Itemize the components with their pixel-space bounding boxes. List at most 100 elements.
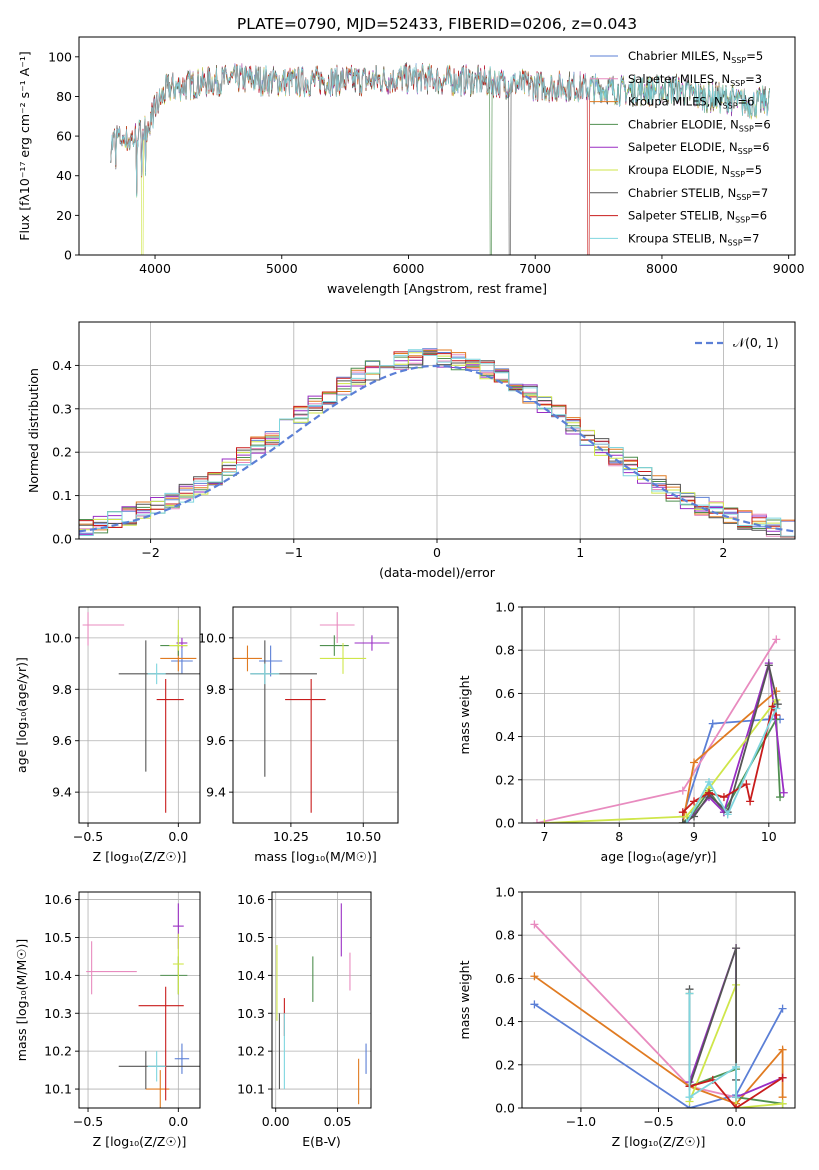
legend-subscript: SSP xyxy=(735,216,750,225)
legend-text: Salpeter STELIB, N xyxy=(628,209,735,223)
panel-mass-vs-ebv: 0.00 0.05 10.1 10.2 10.3 10.4 10.5 10.6 E(B-V) xyxy=(237,891,372,1149)
legend-subscript: SSP xyxy=(730,170,745,179)
weight-marker xyxy=(742,780,751,789)
errorbar-point xyxy=(171,648,193,674)
y-tick-label: 0.6 xyxy=(495,971,515,986)
y-tick-label: 10.6 xyxy=(44,892,72,907)
weight-marker xyxy=(773,700,782,709)
legend-value: =7 xyxy=(743,231,760,245)
legend-subscript: SSP xyxy=(731,56,746,65)
weight-marker xyxy=(732,1093,741,1102)
axes: −0.5 0.0 9.4 9.6 9.8 10.0 Z [log₁₀(Z/Z☉)] age [… xyxy=(14,606,201,864)
weight-series xyxy=(688,993,737,1099)
legend-value: =6 xyxy=(738,95,755,109)
x-tick-label: 10.50 xyxy=(345,829,381,844)
legend-entry: Kroupa ELODIE, NSSP=5 xyxy=(628,163,762,179)
x-tick-label: 1 xyxy=(576,545,584,560)
legend-entry: Salpeter MILES, NSSP=3 xyxy=(628,72,762,88)
legend-text: Salpeter ELODIE, N xyxy=(628,140,738,154)
weight-marker xyxy=(690,797,699,806)
y-tick-label: 0 xyxy=(64,248,72,263)
x-axis-label: Z [log₁₀(Z/Z☉)] xyxy=(93,849,187,864)
x-tick-label: 6000 xyxy=(393,261,425,276)
weight-marker xyxy=(678,819,687,823)
legend-value: =5 xyxy=(745,163,762,177)
legend-entry: Salpeter ELODIE, NSSP=6 xyxy=(628,140,770,156)
legend-subscript: SSP xyxy=(738,147,753,156)
x-tick-label: 8000 xyxy=(646,261,678,276)
y-tick-label: 0.4 xyxy=(52,358,72,373)
legend-text: Kroupa STELIB, N xyxy=(628,231,728,245)
y-tick-label: 0.2 xyxy=(495,1057,515,1072)
weight-marker xyxy=(732,944,741,953)
axes: 10.25 10.50 9.4 9.6 9.8 10.0 mass [log₁₀(M/M☉)… xyxy=(198,606,399,864)
errorbar-point xyxy=(174,1043,190,1074)
legend-entry: 𝒩(0, 1) xyxy=(733,335,779,350)
weight-series xyxy=(689,1077,784,1108)
weight-marker xyxy=(540,819,549,823)
y-tick-label: 0.4 xyxy=(495,729,515,744)
x-tick-label: 4000 xyxy=(139,261,171,276)
x-tick-label: 0 xyxy=(433,545,441,560)
weight-marker xyxy=(776,793,785,802)
plot-area xyxy=(530,920,787,1108)
weight-marker xyxy=(682,819,691,823)
y-axis-label: age [log₁₀(age/yr)] xyxy=(14,657,29,773)
weight-marker xyxy=(685,989,694,998)
y-tick-label: 9.6 xyxy=(52,733,72,748)
legend-value: =5 xyxy=(746,49,763,63)
panel-mass-weight-vs-age: 7 8 9 10 0.0 0.2 0.4 0.6 0.8 1.0 age [log₁₀(age/yr… xyxy=(457,600,796,864)
x-tick-label: 7000 xyxy=(519,261,551,276)
plot-area xyxy=(82,612,200,813)
legend-value: =6 xyxy=(754,117,771,131)
weight-marker xyxy=(732,1104,741,1108)
legend-entry: Salpeter STELIB, NSSP=6 xyxy=(628,209,767,225)
y-tick-label: 9.8 xyxy=(206,682,226,697)
weight-marker xyxy=(678,786,687,795)
legend-value: =6 xyxy=(750,209,767,223)
errorbar-point xyxy=(138,986,184,1101)
y-tick-label: 10.3 xyxy=(237,1006,265,1021)
errorbar-point xyxy=(82,612,125,646)
normal-curve xyxy=(79,364,795,533)
axes: 4000 5000 6000 7000 8000 9000 0 20 40 60 80 100 wave… xyxy=(17,36,805,296)
weight-marker xyxy=(678,808,687,817)
weight-series xyxy=(682,665,779,823)
errorbar-point xyxy=(319,635,349,656)
legend-text: Chabrier ELODIE, N xyxy=(628,117,739,131)
errorbar-point xyxy=(147,663,166,685)
legend-subscript: SSP xyxy=(736,193,751,202)
weight-marker xyxy=(708,719,717,728)
axes-frame xyxy=(232,606,399,824)
weight-series xyxy=(533,1003,784,1108)
x-axis-label: E(B-V) xyxy=(302,1134,341,1149)
y-tick-label: 9.6 xyxy=(206,733,226,748)
errorbar-point xyxy=(250,663,280,685)
errorbar-point xyxy=(86,941,137,995)
weight-marker xyxy=(772,704,781,713)
errorbar-point xyxy=(169,619,188,651)
weight-marker xyxy=(704,777,713,786)
y-tick-label: 0.1 xyxy=(52,488,72,503)
y-tick-label: 0.8 xyxy=(495,928,515,943)
x-tick-label: 8 xyxy=(615,829,623,844)
weight-marker xyxy=(764,661,773,670)
legend-entry: Kroupa MILES, NSSP=6 xyxy=(628,95,754,111)
axes-frame xyxy=(78,606,201,824)
x-tick-label: 5000 xyxy=(266,261,298,276)
errorbar-point xyxy=(319,643,367,674)
x-tick-label: 0.0 xyxy=(168,829,188,844)
x-axis-label: Z [log₁₀(Z/Z☉)] xyxy=(612,1134,706,1149)
x-tick-label: 10 xyxy=(761,829,777,844)
errorbar-point xyxy=(319,612,355,643)
weight-marker xyxy=(530,972,539,981)
x-axis-label: Z [log₁₀(Z/Z☉)] xyxy=(93,1134,187,1149)
y-tick-label: 60 xyxy=(56,129,72,144)
x-tick-label: 0.05 xyxy=(324,1114,352,1129)
y-tick-label: 80 xyxy=(56,89,72,104)
y-tick-label: 10.0 xyxy=(198,630,226,645)
y-tick-label: 1.0 xyxy=(495,600,515,615)
y-tick-label: 0.0 xyxy=(52,532,72,547)
legend-subscript: SSP xyxy=(723,102,738,111)
